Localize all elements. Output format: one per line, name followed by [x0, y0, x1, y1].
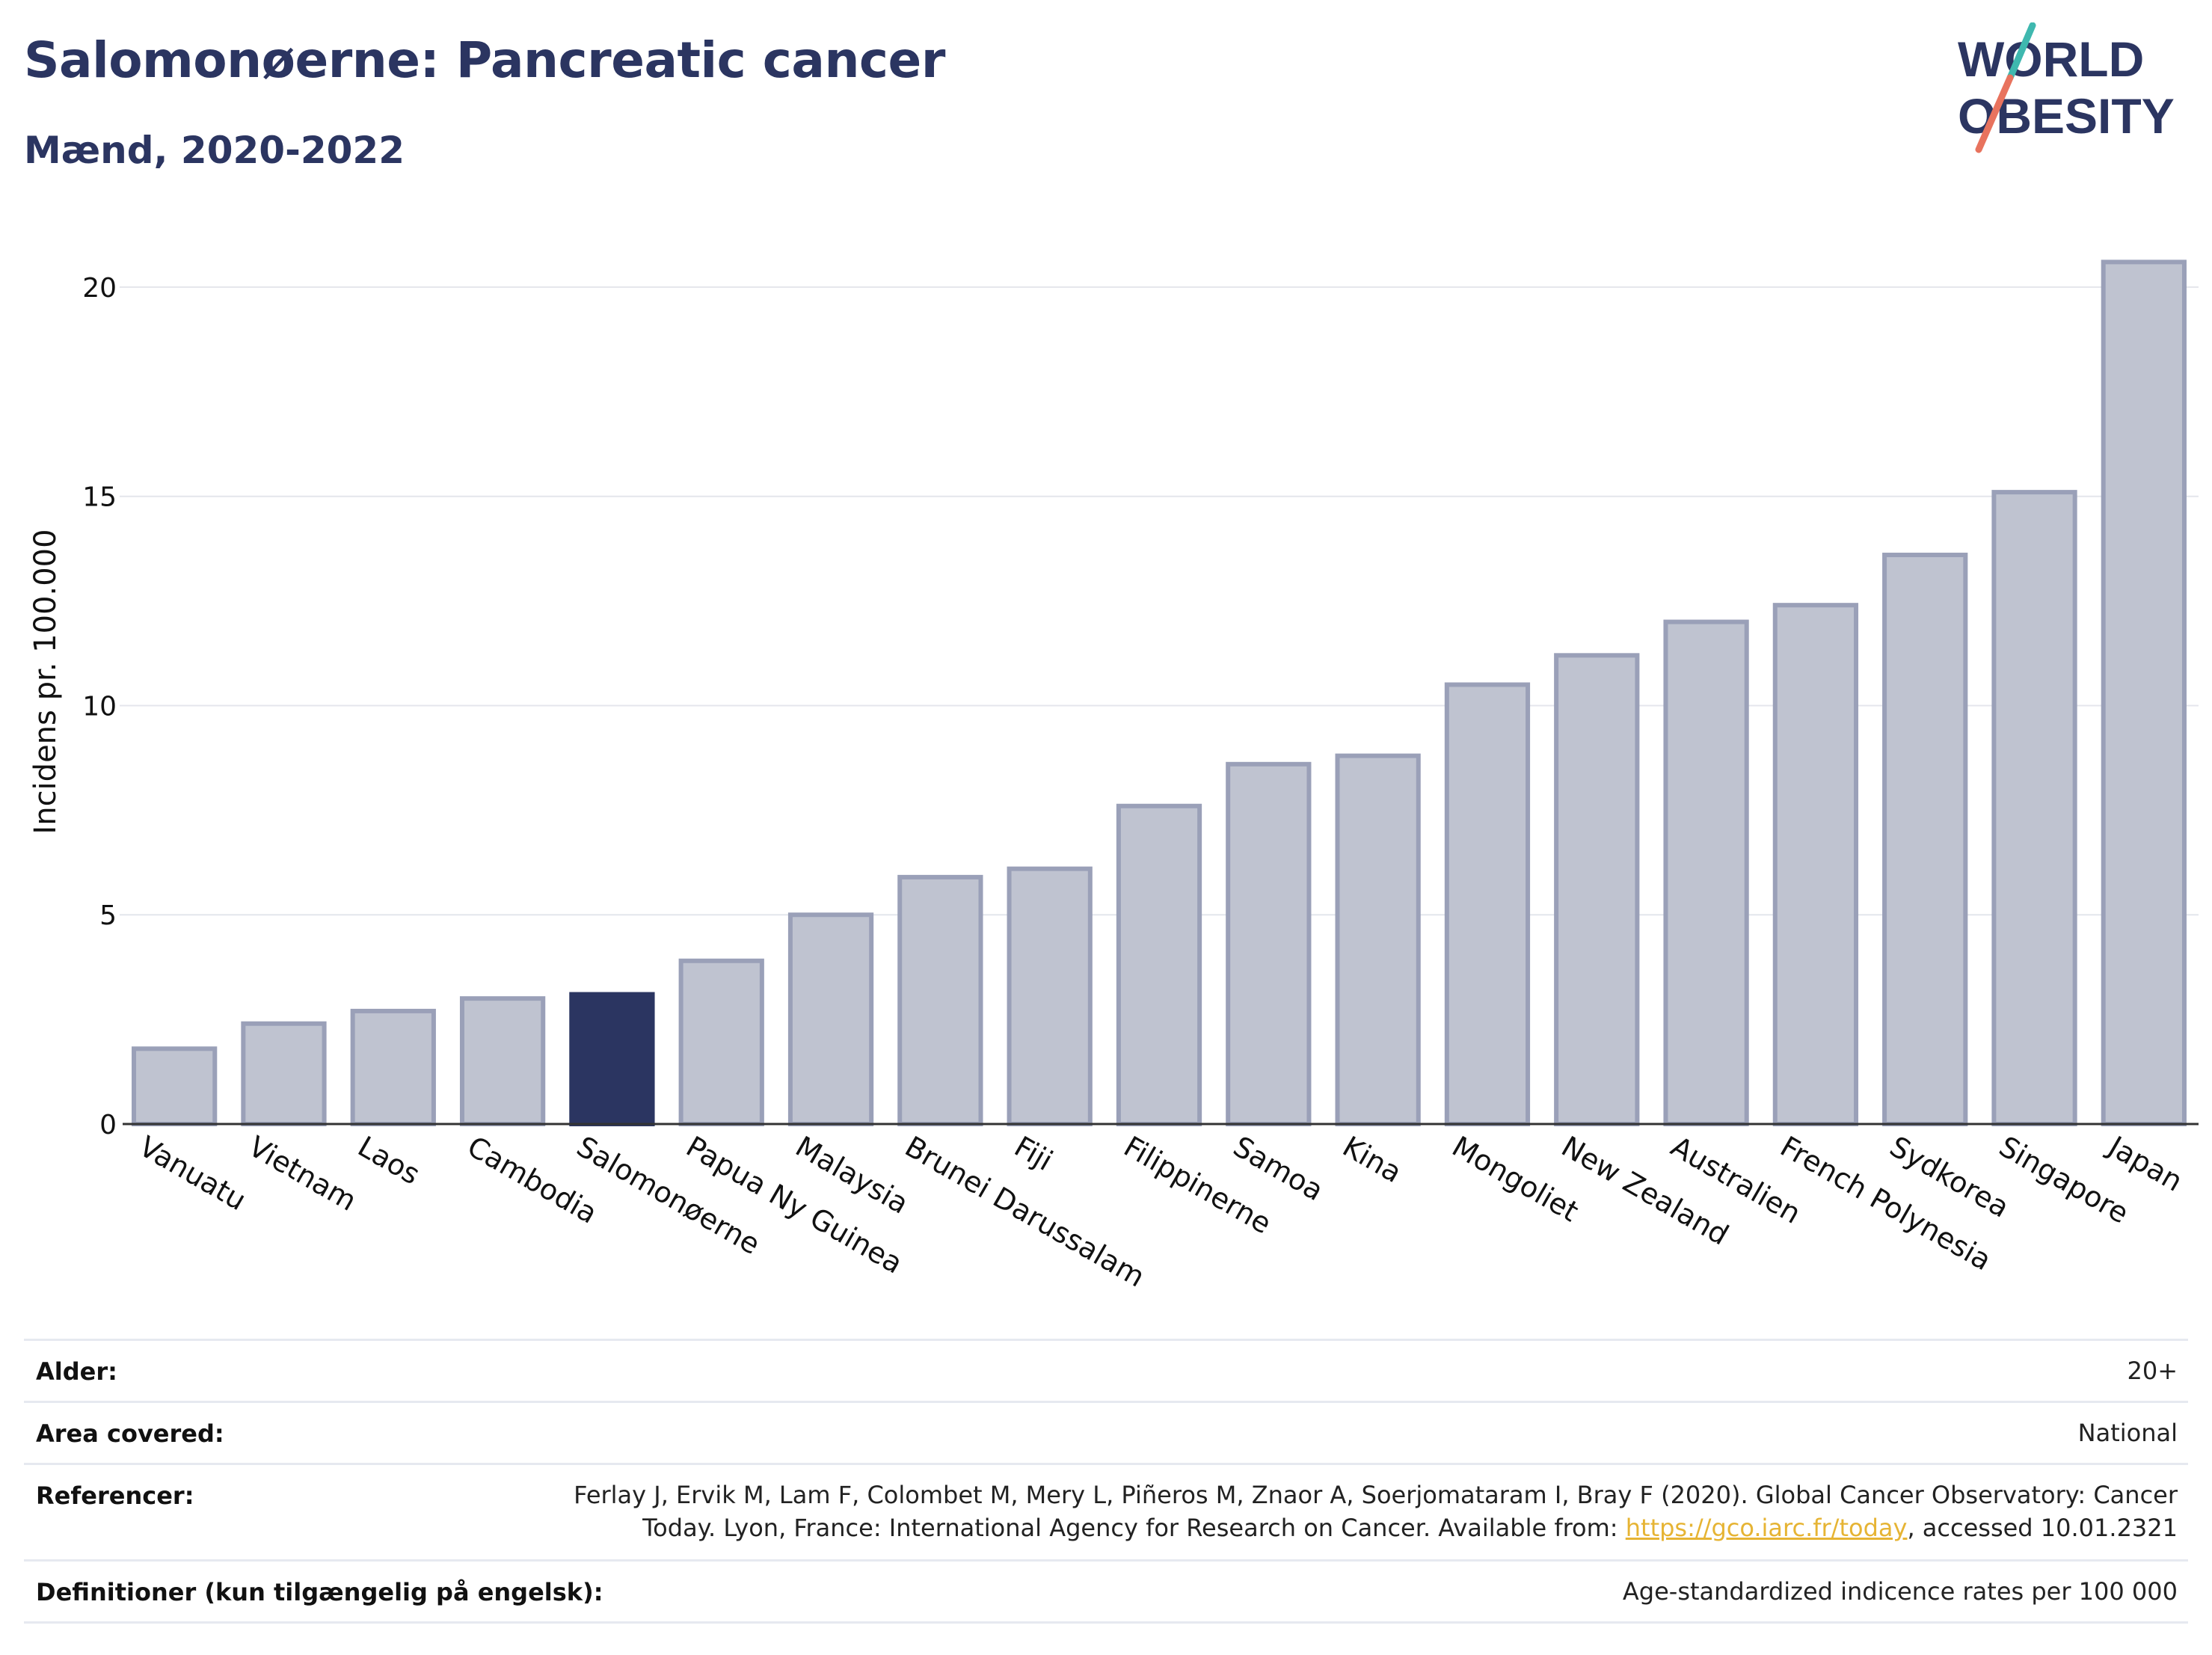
reference-line-2-text: Today. Lyon, France: International Agenc…: [642, 1514, 1626, 1542]
bar-filippinerne: [1116, 803, 1202, 1127]
y-tick-label: 20: [82, 273, 117, 304]
y-tick-label: 10: [82, 691, 117, 722]
bar-malaysia: [787, 912, 874, 1126]
y-tick-labels: 0 5 10 15 20: [82, 273, 117, 1140]
bar-australien: [1663, 619, 1749, 1126]
meta-row-definitions: Definitioner (kun tilgængelig på engelsk…: [24, 1559, 2188, 1624]
bar-kina: [1335, 753, 1421, 1126]
meta-row-area: Area covered: National: [24, 1401, 2188, 1463]
metadata-table: Alder: 20+ Area covered: National Refere…: [24, 1339, 2188, 1624]
x-tick-label: Laos: [352, 1130, 425, 1191]
bar-french-polynesia: [1772, 603, 1859, 1126]
y-tick-label: 15: [82, 482, 117, 513]
x-tick-label: Salomonøerne: [571, 1130, 766, 1261]
meta-value-area: National: [2077, 1419, 2178, 1447]
meta-label-definitions: Definitioner (kun tilgængelig på engelsk…: [36, 1578, 603, 1606]
x-tick-label: Vietnam: [243, 1130, 362, 1218]
meta-label-references: Referencer:: [36, 1481, 194, 1510]
y-tick-label: 0: [99, 1110, 117, 1140]
bar-brunei-darussalam: [897, 874, 983, 1126]
bar-mongoliet: [1444, 682, 1531, 1126]
meta-value-age: 20+: [2127, 1357, 2178, 1385]
bar-singapore: [1991, 490, 2077, 1126]
bar-japan: [2101, 260, 2187, 1126]
bar-samoa: [1226, 761, 1312, 1126]
bar-laos: [350, 1008, 436, 1126]
bar-new-zealand: [1554, 653, 1640, 1126]
x-tick-label: Fiji: [1009, 1130, 1058, 1177]
bar-cambodia: [459, 996, 546, 1126]
bar-fiji: [1007, 866, 1093, 1126]
meta-value-references: Ferlay J, Ervik M, Lam F, Colombet M, Me…: [574, 1479, 2178, 1544]
bars: [132, 260, 2187, 1127]
bar-papua-ny-guinea: [678, 958, 764, 1126]
bar-vietnam: [241, 1021, 327, 1127]
bar-vanuatu: [132, 1046, 218, 1126]
x-tick-label: Vanuatu: [134, 1130, 252, 1217]
world-obesity-logo: WORLD OBESITY: [1958, 22, 2175, 153]
y-axis-label: Incidens pr. 100.000: [28, 529, 63, 834]
chart-title: Salomonøerne: Pancreatic cancer: [24, 31, 945, 89]
meta-label-age: Alder:: [36, 1357, 117, 1386]
logo-slash-bottom: [1975, 74, 2014, 153]
bar-salomonøerne: [569, 992, 655, 1126]
reference-link[interactable]: https://gco.iarc.fr/today: [1625, 1514, 1908, 1542]
reference-line-1: Ferlay J, Ervik M, Lam F, Colombet M, Me…: [574, 1481, 2178, 1509]
logo-line1: WORLD: [1958, 31, 2144, 87]
x-tick-label: Japan: [2102, 1129, 2189, 1198]
logo-slash-top: [2006, 22, 2036, 82]
meta-row-age: Alder: 20+: [24, 1339, 2188, 1401]
meta-label-area: Area covered:: [36, 1419, 224, 1448]
meta-value-definitions: Age-standardized indicence rates per 100…: [1622, 1577, 2178, 1606]
y-tick-label: 5: [99, 900, 117, 931]
x-tick-label: Kina: [1337, 1130, 1407, 1190]
reference-accessed: , accessed 10.01.2321: [1907, 1514, 2178, 1542]
bar-sydkorea: [1882, 553, 1968, 1126]
reference-line-2: Today. Lyon, France: International Agenc…: [574, 1511, 2178, 1544]
chart-subtitle: Mænd, 2020-2022: [24, 129, 405, 172]
meta-row-references: Referencer: Ferlay J, Ervik M, Lam F, Co…: [24, 1463, 2188, 1559]
